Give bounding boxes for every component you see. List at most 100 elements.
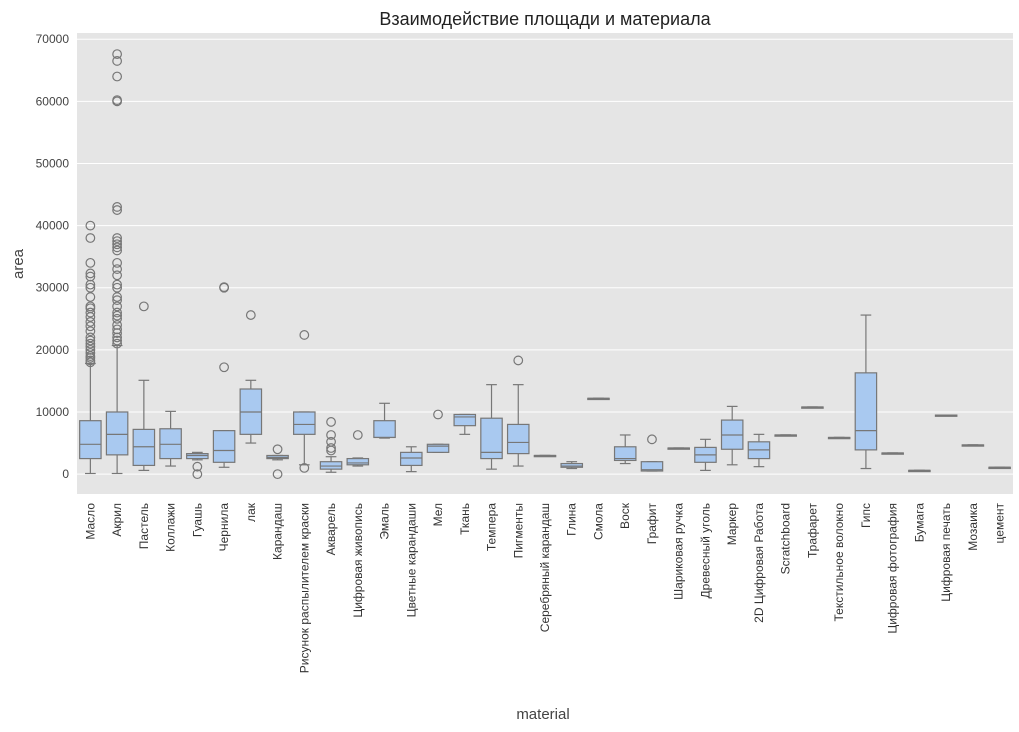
box-20 bbox=[587, 397, 610, 401]
y-tick-label: 20000 bbox=[36, 343, 70, 357]
box-3 bbox=[132, 301, 156, 471]
outlier-point bbox=[272, 444, 283, 455]
x-tick-label: Цифровая печать bbox=[939, 503, 953, 602]
x-tick-label: Чернила bbox=[217, 503, 231, 552]
box-25 bbox=[720, 405, 744, 466]
x-tick-label: лак bbox=[244, 502, 258, 522]
y-tick-label: 70000 bbox=[36, 32, 70, 46]
box-34 bbox=[961, 444, 985, 447]
outlier-point bbox=[513, 355, 524, 366]
outlier-point bbox=[85, 282, 96, 293]
box-27 bbox=[774, 434, 797, 437]
outlier-point bbox=[245, 310, 256, 320]
box-31 bbox=[881, 452, 904, 455]
outlier-point bbox=[85, 344, 96, 355]
box-15 bbox=[453, 413, 477, 435]
y-tick-label: 40000 bbox=[36, 219, 70, 233]
x-tick-label: Глина bbox=[565, 503, 579, 536]
x-axis-label: material bbox=[516, 706, 569, 723]
box-iqr bbox=[426, 443, 450, 453]
box-iqr bbox=[560, 462, 584, 468]
box-iqr bbox=[399, 451, 423, 467]
x-tick-label: Эмаль bbox=[378, 503, 392, 540]
outlier-point bbox=[112, 239, 123, 250]
x-tick-label: Гуашь bbox=[190, 503, 204, 537]
outlier-point bbox=[112, 95, 123, 105]
box-13 bbox=[399, 446, 423, 473]
x-tick-label: Гипс bbox=[859, 503, 873, 528]
outlier-point bbox=[85, 271, 96, 282]
box-iqr bbox=[346, 457, 370, 466]
outlier-point bbox=[112, 313, 123, 324]
x-tick-labels: Масло Акрил Пастель Коллажи Гуашь Чернила лак К… bbox=[83, 502, 1006, 673]
box-iqr bbox=[159, 428, 182, 460]
outlier-point bbox=[85, 348, 96, 358]
box-6 bbox=[212, 282, 236, 468]
x-tick-label: Цифровая живопись bbox=[351, 503, 365, 618]
x-tick-label: Бумага bbox=[912, 503, 926, 543]
outlier-point bbox=[299, 330, 310, 340]
box-24 bbox=[694, 438, 717, 471]
x-tick-label: Акварель bbox=[324, 503, 338, 555]
outlier-point bbox=[112, 242, 123, 253]
box-iqr bbox=[453, 413, 477, 427]
box-7 bbox=[239, 310, 263, 444]
outlier-point bbox=[85, 268, 96, 279]
box-iqr bbox=[506, 423, 530, 455]
box-35 bbox=[988, 466, 1011, 470]
box-iqr bbox=[640, 461, 664, 472]
outlier-point bbox=[85, 351, 96, 361]
outlier-point bbox=[112, 236, 123, 247]
box-29 bbox=[827, 436, 851, 440]
y-tick-label: 0 bbox=[62, 467, 69, 481]
x-tick-label: Масло bbox=[83, 503, 97, 540]
outlier-point bbox=[326, 417, 336, 427]
box-10 bbox=[319, 417, 343, 473]
outlier-point bbox=[192, 461, 203, 472]
box-18 bbox=[533, 454, 557, 458]
x-tick-label: Воск bbox=[618, 502, 632, 529]
box-23 bbox=[667, 447, 691, 450]
gridlines bbox=[77, 38, 1013, 475]
box-iqr bbox=[105, 411, 129, 456]
x-tick-label: Серебряный карандаш bbox=[538, 503, 552, 632]
box-1 bbox=[79, 220, 102, 475]
box-32 bbox=[908, 469, 931, 473]
y-axis-label: area bbox=[10, 248, 27, 279]
box-4 bbox=[159, 410, 182, 467]
box-19 bbox=[560, 461, 584, 470]
x-tick-label: Шариковая ручка bbox=[672, 503, 686, 600]
x-tick-label: Цифровая фотография bbox=[886, 503, 900, 634]
outlier-point bbox=[192, 469, 203, 480]
x-tick-label: 2D Цифровая Работа bbox=[752, 503, 766, 623]
outlier-point bbox=[85, 341, 96, 352]
outlier-point bbox=[112, 310, 123, 321]
box-iqr bbox=[79, 420, 102, 460]
outlier-point bbox=[85, 307, 96, 318]
x-tick-label: Пастель bbox=[137, 503, 151, 549]
outlier-point bbox=[112, 282, 123, 293]
box-33 bbox=[934, 414, 958, 417]
outlier-point bbox=[112, 338, 123, 349]
box-iqr bbox=[132, 428, 156, 467]
box-14 bbox=[426, 409, 450, 453]
outlier-point bbox=[85, 292, 96, 302]
outlier-point bbox=[85, 317, 96, 327]
outlier-point bbox=[112, 320, 123, 330]
outlier-point bbox=[85, 338, 96, 349]
box-iqr bbox=[854, 372, 878, 451]
outlier-point bbox=[647, 434, 657, 445]
outlier-point bbox=[112, 202, 123, 212]
outlier-point bbox=[112, 270, 123, 281]
y-tick-label: 60000 bbox=[36, 94, 70, 108]
y-tick-labels: 0 10000 20000 30000 40000 50000 60000 70000 bbox=[36, 32, 70, 481]
box-17 bbox=[506, 355, 530, 467]
outlier-point bbox=[112, 335, 123, 346]
outlier-point bbox=[112, 264, 123, 274]
x-tick-label: Цветные карандаши bbox=[404, 503, 418, 617]
outlier-point bbox=[219, 282, 229, 293]
outlier-point bbox=[112, 233, 123, 243]
x-tick-label: Мел bbox=[431, 503, 445, 526]
outlier-point bbox=[219, 362, 229, 373]
